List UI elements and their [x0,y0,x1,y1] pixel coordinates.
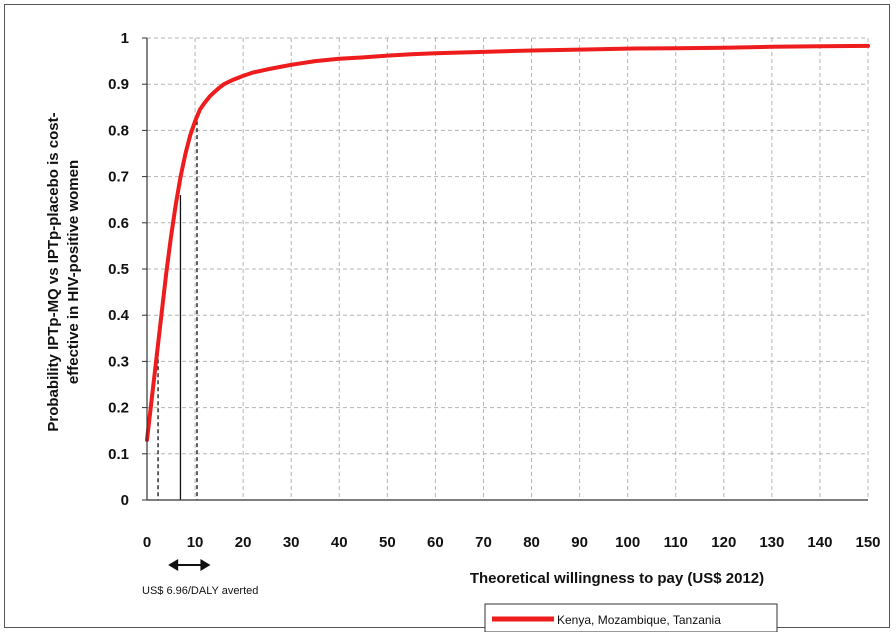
axes [142,37,868,501]
y-tick-label: 1 [121,30,129,47]
y-tick-label: 0.1 [108,446,129,463]
y-tick-label: 0.7 [108,169,129,186]
range-arrow [168,559,211,571]
x-tick-label: 90 [571,534,588,551]
threshold-annotation: US$ 6.96/DALY averted [142,585,258,597]
y-tick-label: 0.4 [108,307,130,324]
x-tick-labels: 0 10 20 30 40 50 60 70 80 90 100 110 120 130 140 150 [143,534,881,551]
x-tick-label: 150 [855,534,880,551]
y-tick-label: 0.6 [108,215,129,232]
series-line [145,43,870,442]
series-group [145,43,870,442]
x-tick-label: 110 [664,534,688,551]
x-tick-label: 80 [523,534,540,551]
y-axis-title-line2: effective in HIV-positive women [65,160,82,384]
y-tick-labels: 0 0.1 0.2 0.3 0.4 0.5 0.6 0.7 0.8 0.9 1 [108,30,130,509]
x-tick-label: 30 [283,534,300,551]
range-arrow-head-left [168,559,179,571]
x-tick-label: 50 [379,534,396,551]
x-tick-label: 130 [759,534,784,551]
y-tick-label: 0.2 [108,400,129,417]
y-tick-label: 0 [121,492,129,509]
legend-label: Kenya, Mozambique, Tanzania [557,613,721,627]
x-tick-label: 120 [711,534,736,551]
y-tick-label: 0.5 [108,261,129,278]
y-tick-label: 0.9 [108,76,129,93]
x-tick-label: 10 [187,534,204,551]
x-tick-label: 70 [475,534,492,551]
y-axis-title-line1: Probability IPTp-MQ vs IPTp-placebo is c… [45,112,62,431]
chart-frame [4,4,890,628]
range-arrow-head-right [200,559,211,571]
x-tick-label: 100 [615,534,640,551]
y-tick-label: 0.8 [108,122,129,139]
x-tick-label: 0 [143,534,151,551]
x-tick-label: 40 [331,534,348,551]
legend: Kenya, Mozambique, Tanzania [484,603,778,632]
reference-lines [157,121,198,500]
x-tick-label: 20 [235,534,252,551]
y-tick-label: 0.3 [108,353,129,370]
grid-lines [147,37,869,500]
x-tick-label: 140 [807,534,832,551]
x-tick-label: 60 [427,534,444,551]
x-axis-title: Theoretical willingness to pay (US$ 2012… [470,570,764,587]
